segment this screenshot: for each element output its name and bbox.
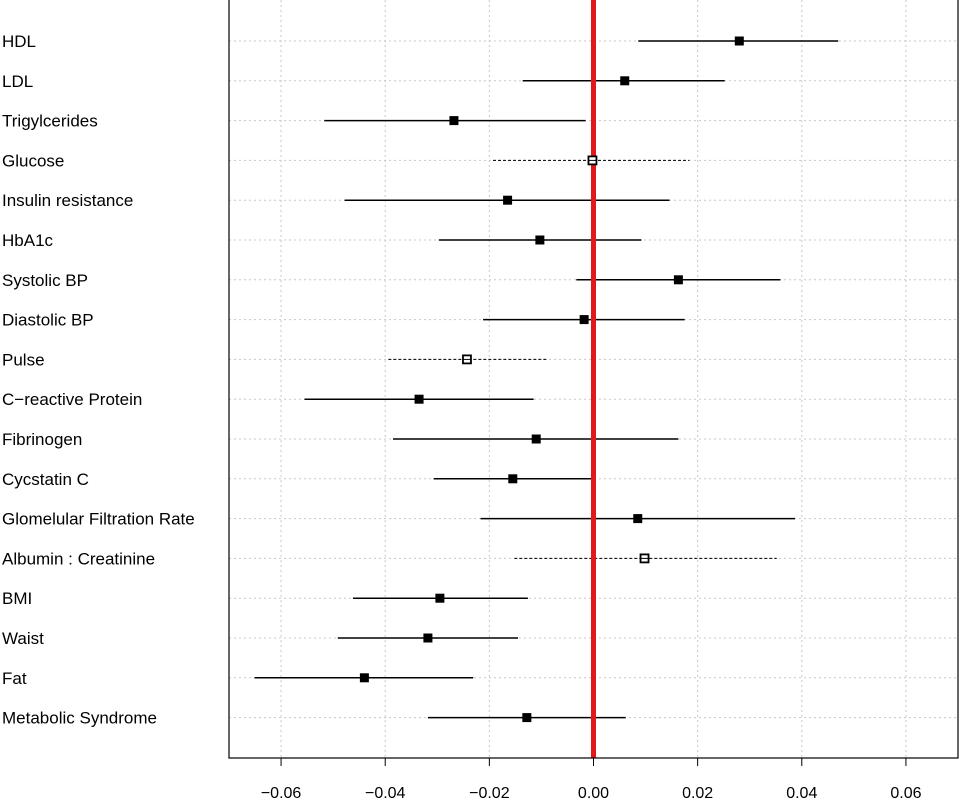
x-tick-label: 0.00 bbox=[578, 785, 609, 800]
x-axis: −0.06 −0.04 −0.02 0.00 0.02 0.04 0.06 bbox=[261, 758, 922, 800]
row-label: C−reactive Protein bbox=[2, 390, 142, 409]
row-label: Waist bbox=[2, 629, 44, 648]
point-estimate bbox=[359, 673, 369, 683]
point-estimate bbox=[535, 235, 545, 245]
x-tick-label: 0.04 bbox=[786, 785, 817, 800]
row-label: LDL bbox=[2, 72, 33, 91]
row-label: Albumin : Creatinine bbox=[2, 549, 155, 568]
row-label: HDL bbox=[2, 32, 36, 51]
point-estimate bbox=[449, 116, 459, 126]
row-label: Insulin resistance bbox=[2, 191, 133, 210]
row-label: Systolic BP bbox=[2, 271, 88, 290]
point-estimate bbox=[531, 434, 541, 444]
row-label: Fat bbox=[2, 669, 27, 688]
row-label: Diastolic BP bbox=[2, 311, 94, 330]
x-tick-label: −0.02 bbox=[469, 785, 510, 800]
row-labels: HDL LDL Trigylcerides Glucose Insulin resist… bbox=[2, 32, 195, 728]
point-estimate bbox=[522, 713, 532, 723]
row-label: Cycstatin C bbox=[2, 470, 89, 489]
x-tick-label: 0.02 bbox=[682, 785, 713, 800]
x-tick-label: −0.04 bbox=[365, 785, 406, 800]
row-label: HbA1c bbox=[2, 231, 54, 250]
x-tick-label: −0.06 bbox=[261, 785, 302, 800]
point-estimate bbox=[620, 76, 630, 86]
row-label: Glomelular Filtration Rate bbox=[2, 510, 195, 529]
row-label: BMI bbox=[2, 589, 32, 608]
point-estimates bbox=[359, 36, 744, 723]
row-label: Fibrinogen bbox=[2, 430, 82, 449]
point-estimate bbox=[423, 633, 433, 643]
row-label: Pulse bbox=[2, 350, 45, 369]
point-estimate bbox=[435, 593, 445, 603]
point-estimate bbox=[734, 36, 744, 46]
row-label: Metabolic Syndrome bbox=[2, 709, 157, 728]
row-label: Glucose bbox=[2, 151, 64, 170]
confidence-intervals bbox=[254, 40, 839, 719]
point-estimate bbox=[633, 514, 643, 524]
point-estimate bbox=[673, 275, 683, 285]
row-label: Trigylcerides bbox=[2, 112, 98, 131]
point-estimate bbox=[414, 394, 424, 404]
point-estimate bbox=[579, 315, 589, 325]
x-tick-label: 0.06 bbox=[890, 785, 921, 800]
point-estimate bbox=[508, 474, 518, 484]
point-estimate bbox=[503, 195, 513, 205]
